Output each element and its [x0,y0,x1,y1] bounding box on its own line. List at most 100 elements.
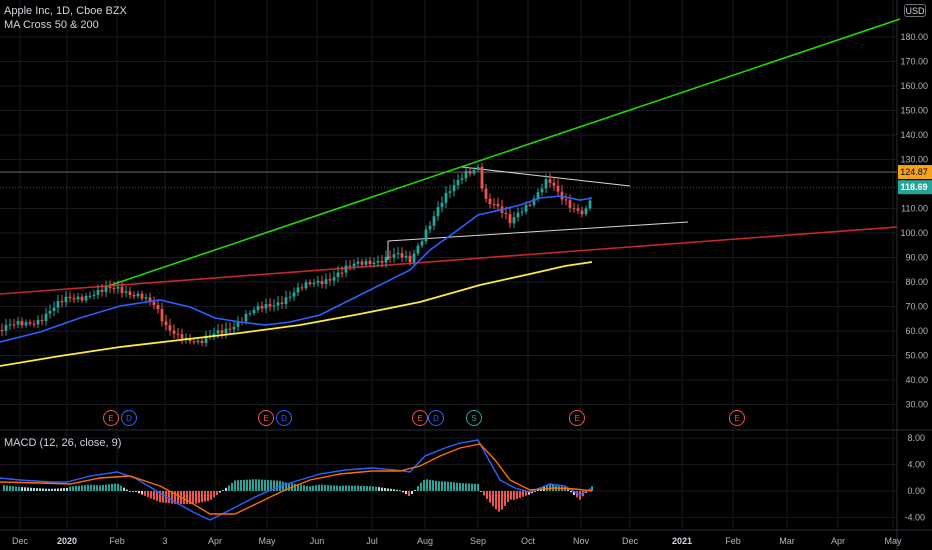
candle-body [168,325,172,331]
candle-body [412,253,416,262]
currency-button[interactable]: USD [904,4,926,17]
macd-histogram-bar [264,479,266,491]
green-trendline [104,18,901,288]
candle-body [356,261,360,264]
macd-histogram-bar [81,485,83,491]
macd-histogram-bar [423,479,425,491]
macd-line [0,439,593,521]
macd-histogram-bar [144,491,146,496]
macd-histogram-bar [207,491,209,502]
candle-body [360,261,364,265]
macd-histogram-bar [411,491,413,494]
candle-body [556,185,560,192]
macd-histogram-bar [378,487,380,491]
event-marker-earnings[interactable]: E [103,410,119,426]
candle-body [40,319,44,322]
macd-histogram-bar [276,480,278,491]
symbol-title[interactable]: Apple Inc, 1D, Cboe BZX [4,5,127,17]
candle-body [36,319,40,325]
macd-histogram-bar [534,491,536,492]
macd-histogram-bar [84,485,86,491]
macd-histogram-bar [438,481,440,491]
time-axis-label: Oct [521,536,536,546]
candle-body [244,313,248,322]
candle-body [540,188,544,193]
candle-body [272,305,276,307]
macd-histogram-bar [9,485,11,491]
candle-body [132,294,136,297]
event-marker-split[interactable]: S [466,410,482,426]
event-marker-earnings[interactable]: E [729,410,745,426]
macd-histogram-bar [51,488,53,491]
time-axis-label: Jun [310,536,325,546]
macd-histogram-bar [342,485,344,491]
event-marker-dividend[interactable]: D [121,410,137,426]
macd-histogram-bar [102,485,104,491]
candle-body [224,328,228,334]
candle-body [148,297,152,302]
price-tick-label: 30.00 [905,400,928,410]
time-axis-label: Feb [725,536,741,546]
time-axis-label: Apr [208,536,222,546]
candle-body [248,313,252,315]
event-marker-earnings[interactable]: E [258,410,274,426]
macd-tick-label: 4.00 [907,460,925,470]
price-tick-label: 170.00 [900,57,928,67]
candle-body [440,202,444,208]
event-marker-circle [258,410,274,426]
macd-histogram-bar [174,491,176,504]
event-marker-dividend[interactable]: D [428,410,444,426]
candle-body [396,253,400,255]
macd-title[interactable]: MACD (12, 26, close, 9) [4,437,122,449]
macd-histogram-bar [186,491,188,505]
macd-histogram-bar [6,485,8,491]
macd-histogram-bar [153,491,155,500]
candle-body [52,307,56,311]
event-marker-label: E [108,414,113,423]
candle-body [0,330,4,331]
price-tick-label: 130.00 [900,155,928,165]
macd-histogram-bar [204,491,206,502]
macd-histogram-bar [135,491,137,492]
candle-body [136,293,140,297]
candle-body [76,296,80,300]
candle-body [24,322,28,326]
candle-body [408,255,412,262]
time-axis-label: Sep [470,536,486,546]
macd-histogram-bar [300,484,302,491]
candle-body [576,208,580,211]
candle-body [12,324,16,326]
price-tick-label: 70.00 [905,302,928,312]
macd-histogram-bar [339,485,341,491]
candle-body [552,182,556,186]
macd-histogram-bar [402,491,404,493]
macd-histogram-bar [90,484,92,491]
event-marker-earnings[interactable]: E [412,410,428,426]
macd-histogram-bar [15,486,17,491]
macd-histogram-bar [228,485,230,491]
candle-body [524,204,528,212]
event-marker-dividend[interactable]: D [276,410,292,426]
candle-body [348,265,352,267]
candle-body [480,166,484,189]
macd-histogram-bar [177,491,179,504]
macd-histogram-bar [246,479,248,491]
candle-body [120,286,124,293]
candle-body [496,204,500,207]
macd-histogram-bar [69,486,71,491]
event-marker-earnings[interactable]: E [569,410,585,426]
indicator-title[interactable]: MA Cross 50 & 200 [4,19,99,31]
event-marker-label: E [734,414,739,423]
macd-histogram-bar [57,488,59,491]
macd-histogram-bar [294,483,296,491]
macd-histogram-bar [258,479,260,491]
price-tick-label: 110.00 [901,204,928,214]
macd-histogram-bar [168,491,170,504]
macd-histogram-bar [456,482,458,491]
event-marker-label: E [574,414,579,423]
macd-histogram-bar [327,485,329,491]
trendlines[interactable] [0,18,901,295]
macd-histogram-bar [147,491,149,498]
